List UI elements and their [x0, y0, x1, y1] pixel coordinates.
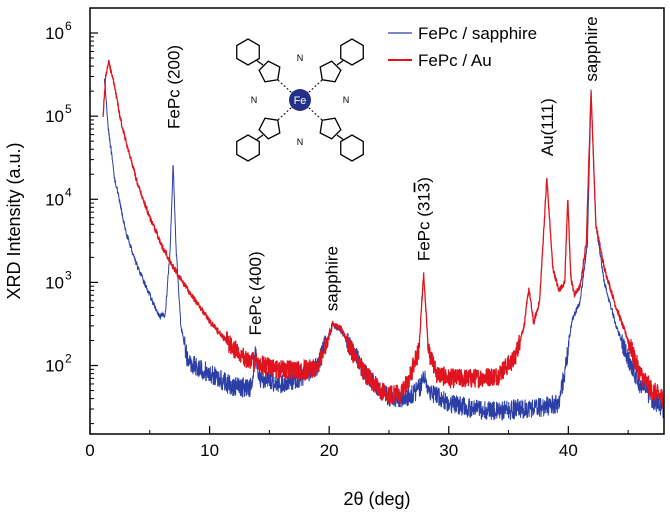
- x-tick-label: 0: [85, 441, 94, 460]
- y-tick-label: 10: [45, 107, 64, 126]
- x-axis: 0 10 20 30 40: [85, 426, 629, 460]
- x-tick-label: 30: [439, 441, 458, 460]
- molecule-n-label: N: [251, 95, 258, 105]
- legend: FePc / sapphire FePc / Au: [388, 24, 537, 70]
- peak-label: FePc (200): [165, 45, 184, 129]
- y-tick-exponent: 5: [65, 102, 72, 116]
- legend-label-sapphire: FePc / sapphire: [418, 24, 537, 43]
- molecule-n-label: N: [297, 53, 304, 63]
- legend-label-au: FePc / Au: [418, 51, 492, 70]
- peak-label: Au(111): [538, 98, 557, 156]
- y-tick-exponent: 4: [65, 185, 72, 199]
- series-layer: [102, 59, 664, 421]
- x-tick-label: 20: [320, 441, 339, 460]
- peak-label: FePc (313): [415, 177, 434, 261]
- molecule-n-label: N: [297, 137, 304, 147]
- y-tick-exponent: 6: [65, 19, 72, 33]
- y-tick-label: 10: [45, 273, 64, 292]
- x-tick-label: 10: [200, 441, 219, 460]
- x-tick-label: 40: [559, 441, 578, 460]
- peak-label: FePc (400): [246, 251, 265, 335]
- series-line-1: [102, 59, 664, 409]
- molecule-n-label: N: [343, 95, 350, 105]
- y-tick-label: 10: [45, 24, 64, 43]
- series-line-0: [103, 78, 664, 421]
- peak-annotations: FePc (200) FePc (400) sapphire FePc (313) Au…: [165, 16, 601, 335]
- y-axis-title: XRD Intensity (a.u.): [4, 142, 24, 299]
- peak-label: sapphire: [323, 246, 342, 311]
- y-tick-exponent: 2: [65, 352, 72, 366]
- molecule-fe-label: Fe: [294, 95, 307, 107]
- fepc-molecule-structure: N N N N Fe: [236, 38, 364, 162]
- plot-frame: [89, 7, 665, 435]
- peak-label: sapphire: [582, 16, 601, 81]
- x-axis-title: 2θ (deg): [343, 489, 410, 509]
- y-tick-label: 10: [45, 357, 64, 376]
- y-tick-exponent: 3: [65, 268, 72, 282]
- y-tick-label: 10: [45, 190, 64, 209]
